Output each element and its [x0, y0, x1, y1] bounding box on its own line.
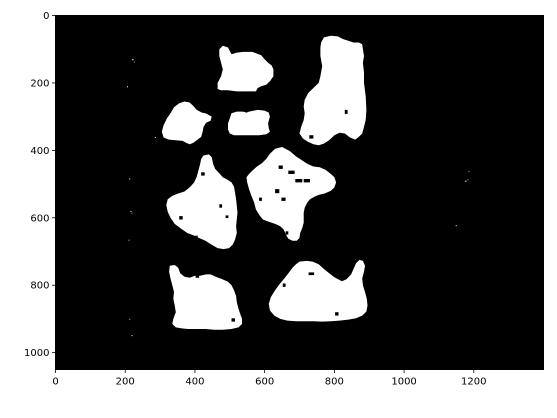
- hole-12: [179, 216, 183, 220]
- region-center-right: [246, 147, 337, 241]
- y-tick-label-800: 800: [30, 281, 49, 292]
- x-tick-label-1000: 1000: [391, 377, 416, 388]
- hole-13: [194, 235, 198, 239]
- x-tick-label-1200: 1200: [461, 377, 486, 388]
- x-tick-label-600: 600: [255, 377, 274, 388]
- hole-19: [282, 283, 286, 287]
- speck-12: [455, 225, 457, 227]
- region-top-right: [299, 35, 367, 146]
- hole-9: [285, 231, 289, 235]
- holes-layer: [179, 109, 348, 322]
- speck-10: [465, 180, 467, 182]
- speck-11: [467, 179, 469, 181]
- hole-11: [219, 204, 223, 208]
- speck-5: [130, 211, 132, 212]
- x-tick-label-200: 200: [116, 377, 135, 388]
- hole-6: [275, 189, 280, 194]
- speck-9: [131, 335, 133, 337]
- hole-16: [231, 318, 235, 322]
- speck-7: [128, 239, 130, 241]
- hole-14: [225, 215, 229, 219]
- hole-8: [259, 197, 262, 201]
- hole-18: [335, 312, 339, 316]
- speck-4: [129, 178, 131, 180]
- hole-1: [309, 135, 314, 139]
- region-bottom-left: [169, 265, 242, 330]
- speck-0: [132, 59, 134, 61]
- hole-0: [344, 109, 348, 114]
- hole-3: [288, 170, 295, 174]
- speck-2: [127, 86, 128, 88]
- hole-4: [295, 179, 303, 183]
- y-tick-label-600: 600: [30, 213, 49, 224]
- x-tick-label-400: 400: [185, 377, 204, 388]
- y-tick-label-400: 400: [30, 146, 49, 157]
- region-bottom-right: [268, 259, 368, 322]
- hole-10: [201, 172, 205, 176]
- speck-1: [133, 61, 135, 63]
- y-tick-label-200: 200: [30, 78, 49, 89]
- y-tick-label-1000: 1000: [24, 348, 49, 359]
- region-center-left: [166, 154, 238, 250]
- hole-15: [195, 275, 200, 278]
- regions-layer: [161, 35, 368, 330]
- specks-layer: [127, 59, 470, 337]
- x-tick-label-0: 0: [52, 377, 58, 388]
- x-axis: 0 200 400 600 800 1000 1200: [52, 369, 487, 388]
- speck-8: [129, 318, 131, 320]
- speck-13: [468, 171, 470, 173]
- region-top-center: [217, 45, 274, 92]
- x-tick-label-800: 800: [325, 377, 344, 388]
- hole-17: [308, 272, 315, 276]
- y-tick-label-0: 0: [43, 11, 49, 22]
- y-axis: 0 200 400 600 800 1000: [24, 11, 56, 359]
- region-middle-left: [161, 101, 212, 145]
- axes-frame: [55, 15, 544, 370]
- region-middle-center: [228, 109, 270, 136]
- speck-3: [154, 136, 156, 138]
- speck-6: [131, 212, 133, 214]
- hole-5: [303, 179, 310, 183]
- hole-7: [281, 197, 286, 201]
- speck-14: [353, 99, 355, 101]
- hole-2: [278, 165, 283, 169]
